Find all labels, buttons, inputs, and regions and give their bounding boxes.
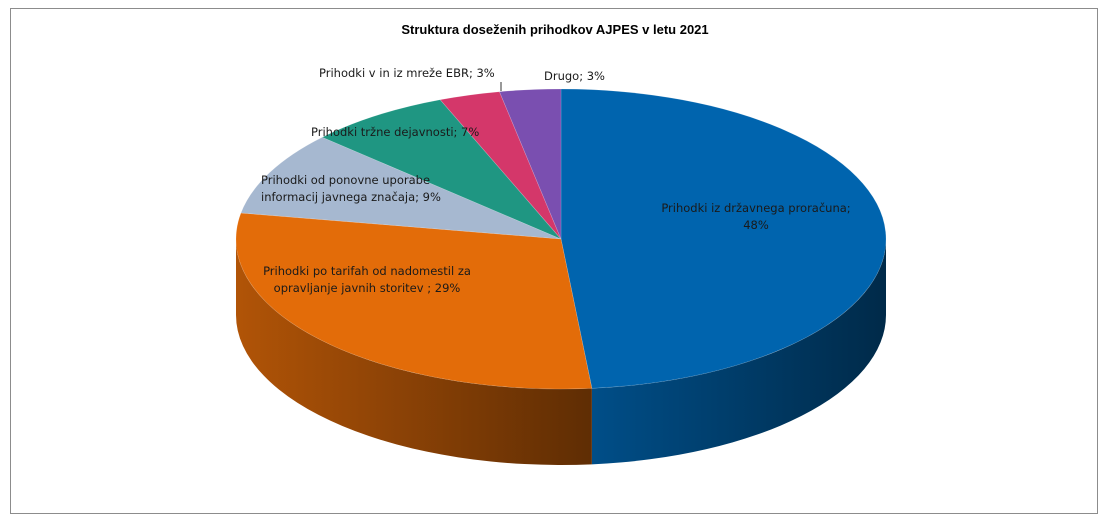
pie-slice-drugo bbox=[499, 88, 562, 240]
chart-title: Struktura doseženih prihodkov AJPES v le… bbox=[401, 22, 709, 37]
data-label-prihodki-iz-drzavnega-proracuna: Prihodki iz državnega proračuna; 48% bbox=[661, 201, 850, 232]
pie-chart: Prihodki iz državnega proračuna; 48% Priho… bbox=[235, 66, 887, 466]
data-label-prihodki-po-tarifah-od-nadomestil-za-opravljanje-javnih-storitev: Prihodki po tarifah od nadomestil za opra… bbox=[263, 264, 471, 295]
pie-slice-prihodki-v-in-iz-mreze-ebr bbox=[439, 91, 562, 240]
data-label-prihodki-trzne-dejavnosti: Prihodki tržne dejavnosti; 7% bbox=[311, 125, 479, 139]
pie-slice-prihodki-po-tarifah-od-nadomestil-za-opravljanje-javnih-storitev bbox=[235, 212, 593, 390]
data-label-drugo: Drugo; 3% bbox=[544, 69, 605, 83]
data-label-prihodki-od-ponovne-uporabe-informacij-javnega-znacaja: Prihodki od ponovne uporabe informacij ja… bbox=[261, 173, 441, 204]
pie-slice-prihodki-od-ponovne-uporabe-informacij-javnega-znacaja bbox=[240, 136, 562, 240]
data-label-prihodki-v-in-iz-mreze-ebr: Prihodki v in iz mreže EBR; 3% bbox=[319, 66, 495, 80]
chart-area: Struktura doseženih prihodkov AJPES v le… bbox=[10, 8, 1098, 514]
pie-side-prihodki-po-tarifah-od-nadomestil-za-opravljanje-javnih-storitev bbox=[236, 239, 592, 466]
pie-slice-prihodki-trzne-dejavnosti bbox=[321, 99, 562, 240]
pie-side-prihodki-iz-drzavnega-proracuna bbox=[591, 239, 886, 465]
pie-slice-prihodki-iz-drzavnega-proracuna bbox=[560, 88, 887, 389]
